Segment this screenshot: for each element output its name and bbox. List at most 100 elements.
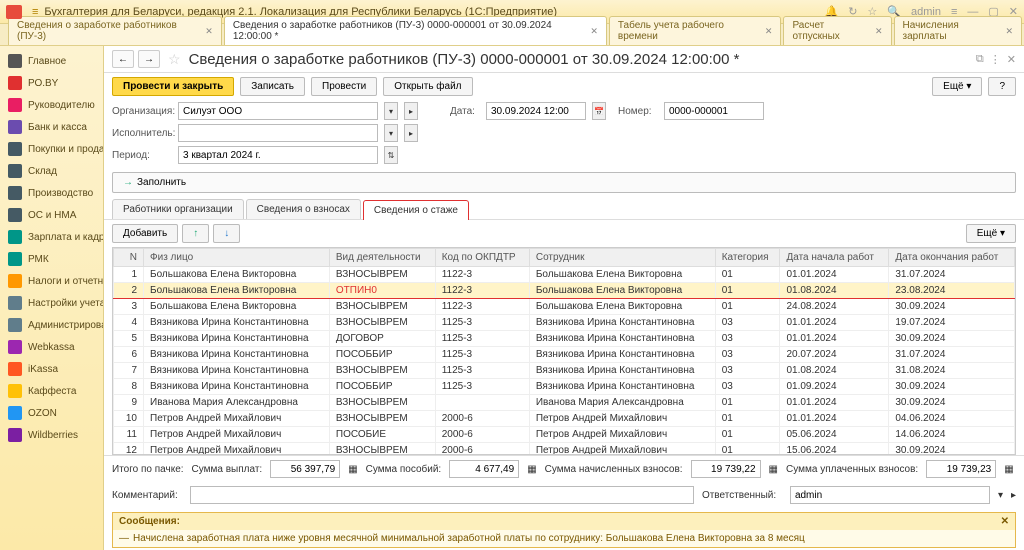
- section-icon: [8, 98, 22, 112]
- date-input[interactable]: [486, 102, 586, 120]
- document-tab[interactable]: Сведения о заработке работников (ПУ-3)✕: [8, 16, 222, 45]
- org-open-icon[interactable]: ▸: [404, 102, 418, 120]
- number-input[interactable]: [664, 102, 764, 120]
- col-dto: Дата окончания работ: [889, 249, 1015, 267]
- sidebar-item[interactable]: Главное: [0, 50, 103, 72]
- totals-assess-value[interactable]: [691, 460, 761, 478]
- close-doc-icon[interactable]: ✕: [1007, 53, 1016, 66]
- tab-close-icon[interactable]: ✕: [590, 26, 598, 37]
- table-row[interactable]: 11Петров Андрей МихайловичПОСОБИЕ2000-6П…: [114, 427, 1015, 443]
- move-down-button[interactable]: ↓: [213, 224, 240, 243]
- calc-icon[interactable]: ▦: [348, 464, 357, 475]
- document-tab[interactable]: Сведения о заработке работников (ПУ-3) 0…: [224, 16, 607, 45]
- exec-dropdown-icon[interactable]: ▾: [384, 124, 398, 142]
- table-row[interactable]: 12Петров Андрей МихайловичВЗНОСЫВРЕМ2000…: [114, 443, 1015, 456]
- forward-button[interactable]: →: [138, 50, 160, 68]
- section-icon: [8, 54, 22, 68]
- org-input[interactable]: [178, 102, 378, 120]
- post-button[interactable]: Провести: [311, 77, 377, 96]
- subtab-seniority[interactable]: Сведения о стаже: [363, 200, 469, 220]
- tab-close-icon[interactable]: ✕: [205, 26, 213, 37]
- sidebar-item[interactable]: Администрирование: [0, 314, 103, 336]
- post-and-close-button[interactable]: Провести и закрыть: [112, 77, 234, 96]
- section-icon: [8, 296, 22, 310]
- sidebar-item-label: Склад: [28, 166, 57, 177]
- move-up-button[interactable]: ↑: [182, 224, 209, 243]
- calc-icon[interactable]: ▦: [527, 464, 536, 475]
- table-row[interactable]: 6Вязникова Ирина КонстантиновнаПОСОББИР1…: [114, 347, 1015, 363]
- sidebar-item[interactable]: Зарплата и кадры: [0, 226, 103, 248]
- calendar-icon[interactable]: 📅: [592, 102, 606, 120]
- calc-icon[interactable]: ▦: [1004, 464, 1013, 475]
- org-dropdown-icon[interactable]: ▾: [384, 102, 398, 120]
- sidebar-item[interactable]: Настройки учета: [0, 292, 103, 314]
- sidebar-item[interactable]: Производство: [0, 182, 103, 204]
- sidebar-item[interactable]: iKassa: [0, 358, 103, 380]
- period-step-icon[interactable]: ⇅: [384, 146, 398, 164]
- section-icon: [8, 428, 22, 442]
- calc-icon[interactable]: ▦: [769, 464, 778, 475]
- tab-close-icon[interactable]: ✕: [1005, 26, 1013, 37]
- sidebar-item[interactable]: Webkassa: [0, 336, 103, 358]
- help-button[interactable]: ?: [988, 77, 1016, 96]
- table-row[interactable]: 2Большакова Елена ВикторовнаОТПИН01122-3…: [114, 283, 1015, 299]
- sidebar-item[interactable]: Каффеста: [0, 380, 103, 402]
- app-logo: [6, 5, 22, 19]
- more-icon[interactable]: ⋮: [990, 53, 1001, 66]
- subtab-contributions[interactable]: Сведения о взносах: [246, 199, 361, 219]
- table-row[interactable]: 3Большакова Елена ВикторовнаВЗНОСЫВРЕМ11…: [114, 299, 1015, 315]
- table-row[interactable]: 1Большакова Елена ВикторовнаВЗНОСЫВРЕМ11…: [114, 267, 1015, 283]
- sidebar-item-label: Каффеста: [28, 386, 76, 397]
- sidebar-item-label: Руководителю: [28, 100, 95, 111]
- tab-close-icon[interactable]: ✕: [765, 26, 773, 37]
- more-button[interactable]: Ещё ▾: [932, 77, 982, 96]
- section-icon: [8, 406, 22, 420]
- sidebar-item[interactable]: РО.BY: [0, 72, 103, 94]
- document-tab[interactable]: Расчет отпускных✕: [783, 16, 891, 45]
- back-button[interactable]: ←: [112, 50, 134, 68]
- totals-pay-value[interactable]: [270, 460, 340, 478]
- sidebar-item[interactable]: Налоги и отчетность: [0, 270, 103, 292]
- detach-icon[interactable]: ⧉: [976, 53, 984, 66]
- document-tab[interactable]: Начисления зарплаты✕: [894, 16, 1023, 45]
- add-row-button[interactable]: Добавить: [112, 224, 178, 243]
- section-icon: [8, 318, 22, 332]
- exec-open-icon[interactable]: ▸: [404, 124, 418, 142]
- table-row[interactable]: 10Петров Андрей МихайловичВЗНОСЫВРЕМ2000…: [114, 411, 1015, 427]
- write-button[interactable]: Записать: [240, 77, 305, 96]
- sidebar-item[interactable]: Банк и касса: [0, 116, 103, 138]
- totals-paid-value[interactable]: [926, 460, 996, 478]
- tab-close-icon[interactable]: ✕: [875, 26, 883, 37]
- document-tab[interactable]: Табель учета рабочего времени✕: [609, 16, 782, 45]
- comment-label: Комментарий:: [112, 490, 182, 501]
- fill-button[interactable]: →Заполнить: [112, 172, 1016, 193]
- sidebar-item[interactable]: Покупки и продажи: [0, 138, 103, 160]
- table-row[interactable]: 8Вязникова Ирина КонстантиновнаПОСОББИР1…: [114, 379, 1015, 395]
- responsible-input[interactable]: [790, 486, 990, 504]
- resp-dropdown-icon[interactable]: ▾: [998, 490, 1003, 501]
- sidebar-item[interactable]: РМК: [0, 248, 103, 270]
- sidebar-item[interactable]: Wildberries: [0, 424, 103, 446]
- subtab-employees[interactable]: Работники организации: [112, 199, 244, 219]
- sidebar-item[interactable]: OZON: [0, 402, 103, 424]
- table-row[interactable]: 9Иванова Мария АлександровнаВЗНОСЫВРЕМИв…: [114, 395, 1015, 411]
- resp-open-icon[interactable]: ▸: [1011, 490, 1016, 501]
- sidebar-item[interactable]: Склад: [0, 160, 103, 182]
- favorite-icon[interactable]: ☆: [168, 51, 181, 68]
- responsible-label: Ответственный:: [702, 490, 782, 501]
- table-more-button[interactable]: Ещё ▾: [966, 224, 1016, 243]
- open-file-button[interactable]: Открыть файл: [383, 77, 472, 96]
- comment-input[interactable]: [190, 486, 694, 504]
- document-title: Сведения о заработке работников (ПУ-3) 0…: [189, 51, 740, 68]
- exec-input[interactable]: [178, 124, 378, 142]
- sidebar-item[interactable]: ОС и НМА: [0, 204, 103, 226]
- period-input[interactable]: [178, 146, 378, 164]
- table-row[interactable]: 4Вязникова Ирина КонстантиновнаВЗНОСЫВРЕ…: [114, 315, 1015, 331]
- table-row[interactable]: 5Вязникова Ирина КонстантиновнаДОГОВОР11…: [114, 331, 1015, 347]
- table-row[interactable]: 7Вязникова Ирина КонстантиновнаВЗНОСЫВРЕ…: [114, 363, 1015, 379]
- totals-pack-label: Итого по пачке:: [112, 464, 184, 475]
- sidebar-item[interactable]: Руководителю: [0, 94, 103, 116]
- sidebar: ГлавноеРО.BY Руководителю Банк и кассаПоку…: [0, 46, 104, 550]
- totals-ben-value[interactable]: [449, 460, 519, 478]
- messages-close-icon[interactable]: ✕: [1001, 516, 1009, 527]
